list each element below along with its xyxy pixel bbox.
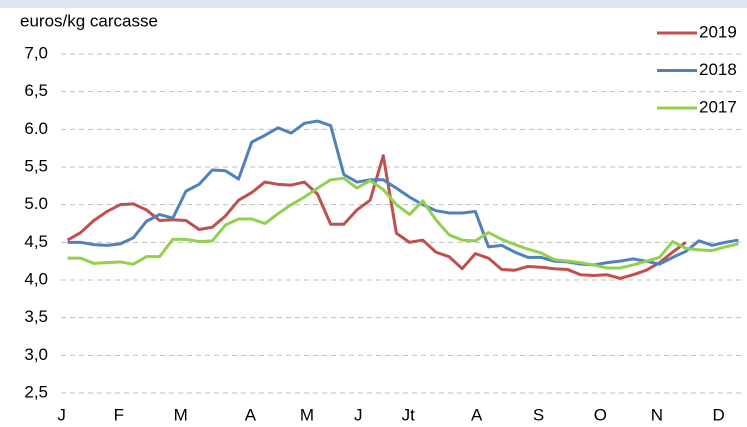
x-tick-label: J <box>57 405 66 424</box>
series-line <box>66 154 687 280</box>
y-tick-label: 2,5 <box>24 382 48 401</box>
y-tick-label: 3,5 <box>24 307 48 326</box>
x-tick-label: J <box>354 405 363 424</box>
x-tick-label: M <box>300 405 314 424</box>
x-tick-label: F <box>114 405 124 424</box>
y-tick-label: 6,5 <box>24 81 48 100</box>
x-tick-label: Jt <box>402 405 416 424</box>
legend-label: 2017 <box>699 97 737 116</box>
y-tick-label: 4,0 <box>24 269 48 288</box>
series-line <box>67 119 739 267</box>
y-axis-label: euros/kg carcasse <box>20 11 158 30</box>
y-tick-label: 5.0 <box>24 194 48 213</box>
series-line <box>67 176 739 270</box>
y-tick-label: 4,5 <box>24 232 48 251</box>
x-tick-label: A <box>471 405 483 424</box>
legend-label: 2019 <box>699 22 737 41</box>
x-tick-label: N <box>651 405 663 424</box>
x-tick-label: O <box>594 405 607 424</box>
x-tick-label: D <box>713 405 725 424</box>
y-tick-label: 6.0 <box>24 119 48 138</box>
top-strip <box>0 0 747 8</box>
x-tick-label: M <box>174 405 188 424</box>
x-tick-label: A <box>245 405 257 424</box>
y-tick-label: 7,0 <box>24 43 48 62</box>
y-tick-label: 5,5 <box>24 156 48 175</box>
legend-label: 2018 <box>699 60 737 79</box>
y-tick-label: 3,0 <box>24 345 48 364</box>
x-tick-label: S <box>533 405 544 424</box>
